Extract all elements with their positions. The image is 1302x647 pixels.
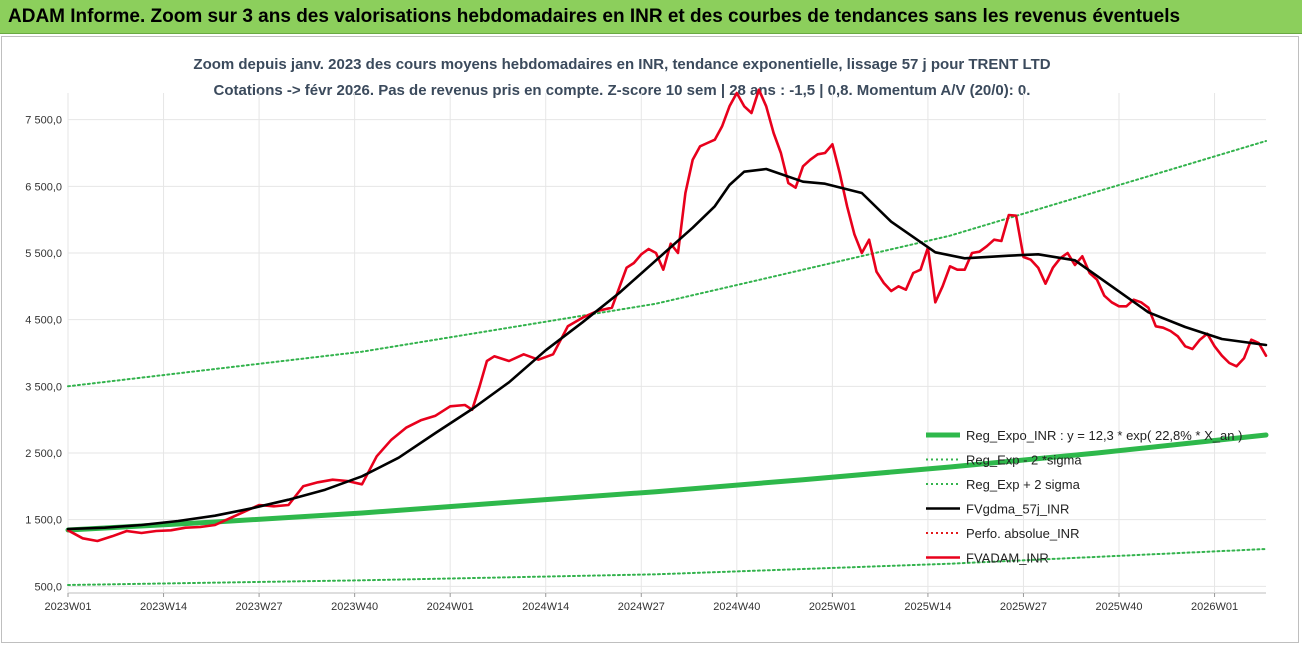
report-banner: ADAM Informe. Zoom sur 3 ans des valoris… [0,0,1302,34]
chart-frame: Zoom depuis janv. 2023 des cours moyens … [1,36,1299,643]
series-line-reg-1 [67,548,1267,586]
legend-label: Reg_Exp - 2 *sigma [966,453,1082,468]
x-tick-label: 2025W14 [904,601,951,613]
chart-title-line-1: Zoom depuis janv. 2023 des cours moyens … [193,56,1050,73]
x-tick-label: 2023W40 [331,601,378,613]
y-tick-label: 7 500,0 [25,115,62,127]
trend-chart: Zoom depuis janv. 2023 des cours moyens … [25,56,1269,613]
y-tick-label: 4 500,0 [25,315,62,327]
legend-label: Reg_Expo_INR : y = 12,3 * exp( 22,8% * X… [966,428,1242,443]
legend-label: Reg_Exp + 2 sigma [966,477,1081,492]
y-tick-label: 3 500,0 [25,381,62,393]
x-tick-label: 2023W27 [236,601,283,613]
x-tick-label: 2024W14 [522,601,569,613]
x-tick-label: 2024W01 [427,601,474,613]
series-line-fvadam-5 [66,88,1268,543]
legend-label: FVgdma_57j_INR [966,502,1069,517]
series-line-fvgdma-3 [66,167,1268,531]
series-line-reg-0 [65,432,1269,533]
y-tick-label: 5 500,0 [25,248,62,260]
y-tick-label: 500,0 [34,581,62,593]
x-tick-label: 2023W01 [44,601,91,613]
series-line-reg-2 [67,140,1267,388]
x-tick-label: 2025W01 [809,601,856,613]
x-tick-label: 2026W01 [1191,601,1238,613]
y-tick-label: 6 500,0 [25,181,62,193]
legend-label: Perfo. absolue_INR [966,526,1079,541]
x-tick-label: 2023W14 [140,601,187,613]
x-tick-label: 2024W40 [713,601,760,613]
legend-label: FVADAM_INR [966,551,1049,566]
y-tick-label: 2 500,0 [25,448,62,460]
chart-title-line-2: Cotations -> févr 2026. Pas de revenus p… [214,82,1031,99]
x-tick-label: 2024W27 [618,601,665,613]
x-tick-label: 2025W27 [1000,601,1047,613]
x-tick-label: 2025W40 [1095,601,1142,613]
y-tick-label: 1 500,0 [25,515,62,527]
